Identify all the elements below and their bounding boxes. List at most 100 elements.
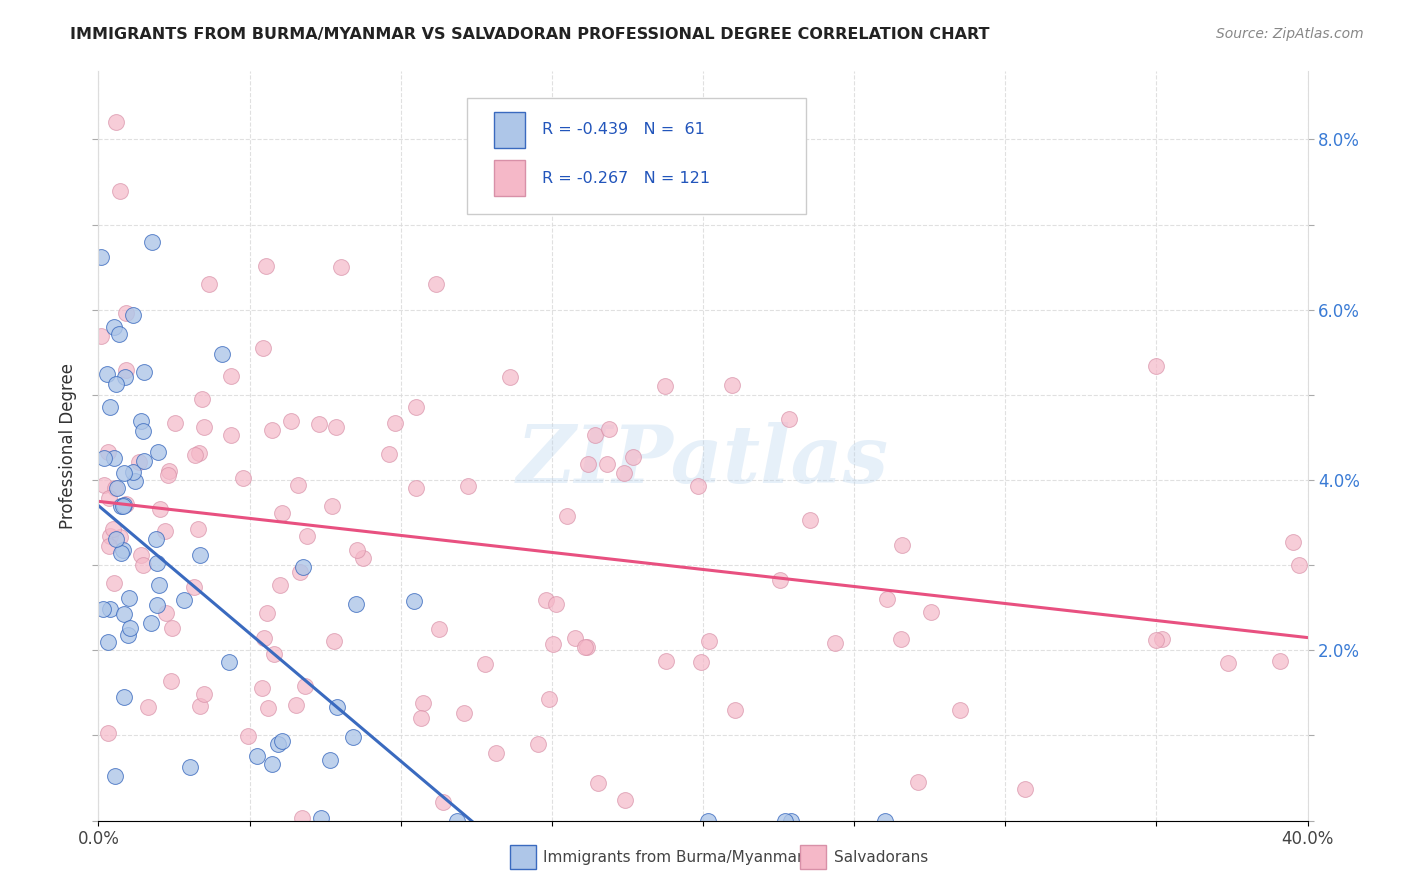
- Point: [824, 635, 846, 649]
- Point: [588, 776, 610, 790]
- Text: R = -0.439   N =  61: R = -0.439 N = 61: [543, 122, 704, 137]
- Point: [118, 621, 141, 635]
- Point: [107, 326, 129, 341]
- Point: [425, 277, 447, 291]
- Point: [112, 690, 135, 705]
- Point: [219, 428, 242, 442]
- Point: [576, 457, 599, 471]
- Point: [326, 699, 349, 714]
- Point: [721, 378, 744, 392]
- Point: [384, 416, 406, 430]
- Point: [211, 347, 233, 361]
- Point: [105, 532, 128, 546]
- Text: Source: ZipAtlas.com: Source: ZipAtlas.com: [1216, 27, 1364, 41]
- Point: [91, 602, 114, 616]
- Point: [218, 656, 240, 670]
- Point: [891, 538, 914, 552]
- Point: [93, 478, 115, 492]
- Point: [291, 560, 314, 574]
- Point: [576, 640, 599, 655]
- Point: [432, 795, 454, 809]
- Point: [412, 696, 434, 710]
- Point: [146, 599, 169, 613]
- Point: [149, 502, 172, 516]
- Point: [269, 577, 291, 591]
- Point: [188, 548, 211, 562]
- Point: [97, 491, 120, 506]
- Point: [128, 455, 150, 469]
- Point: [198, 277, 221, 292]
- Point: [344, 597, 367, 611]
- Point: [190, 392, 212, 407]
- Point: [287, 478, 309, 492]
- Point: [104, 377, 127, 392]
- Point: [131, 558, 153, 573]
- Point: [697, 633, 720, 648]
- Point: [97, 445, 120, 459]
- Point: [378, 447, 401, 461]
- Point: [148, 577, 170, 591]
- Point: [690, 655, 713, 669]
- Point: [103, 575, 125, 590]
- Point: [157, 464, 180, 478]
- Point: [184, 448, 207, 462]
- Point: [474, 657, 496, 672]
- Point: [132, 365, 155, 379]
- Point: [654, 379, 676, 393]
- Point: [103, 319, 125, 334]
- Point: [285, 698, 308, 712]
- Point: [574, 640, 596, 655]
- Point: [136, 699, 159, 714]
- Point: [1218, 656, 1240, 670]
- Point: [188, 446, 211, 460]
- Point: [98, 602, 121, 616]
- Point: [280, 414, 302, 428]
- Point: [124, 474, 146, 488]
- Point: [236, 729, 259, 743]
- Point: [779, 814, 801, 828]
- Point: [291, 811, 314, 825]
- Point: [121, 308, 143, 322]
- Point: [115, 497, 138, 511]
- FancyBboxPatch shape: [467, 97, 806, 214]
- Point: [163, 417, 186, 431]
- Point: [132, 454, 155, 468]
- Point: [544, 597, 567, 611]
- Point: [446, 814, 468, 828]
- Point: [309, 811, 332, 825]
- FancyBboxPatch shape: [509, 846, 536, 870]
- Point: [271, 733, 294, 747]
- Point: [621, 450, 644, 465]
- Point: [411, 711, 433, 725]
- Point: [598, 422, 620, 436]
- Text: Salvadorans: Salvadorans: [834, 850, 928, 865]
- Point: [90, 250, 112, 264]
- Point: [253, 631, 276, 645]
- Point: [101, 523, 124, 537]
- Point: [499, 370, 522, 384]
- Point: [723, 703, 745, 717]
- Point: [250, 681, 273, 696]
- Point: [427, 623, 450, 637]
- Point: [686, 478, 709, 492]
- Point: [697, 814, 720, 828]
- Point: [96, 368, 118, 382]
- Point: [256, 607, 278, 621]
- Point: [260, 757, 283, 772]
- Point: [115, 305, 138, 319]
- Point: [132, 424, 155, 438]
- Point: [263, 647, 285, 661]
- Point: [110, 546, 132, 560]
- Point: [319, 753, 342, 767]
- Point: [613, 467, 636, 481]
- Point: [157, 468, 180, 483]
- Point: [778, 412, 800, 426]
- Text: ZIPatlas: ZIPatlas: [517, 422, 889, 500]
- Point: [105, 115, 128, 129]
- Point: [254, 260, 277, 274]
- Point: [246, 748, 269, 763]
- Point: [107, 481, 129, 495]
- Point: [541, 637, 564, 651]
- Point: [112, 466, 135, 480]
- Point: [219, 368, 242, 383]
